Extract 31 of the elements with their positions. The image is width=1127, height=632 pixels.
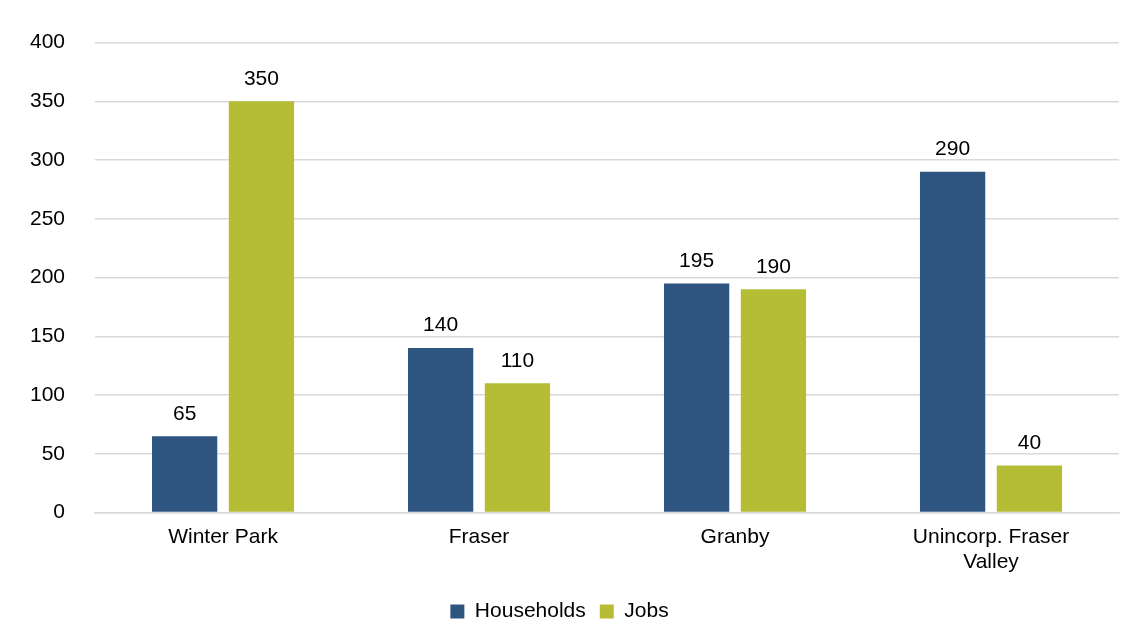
bar (996, 465, 1063, 512)
bar (228, 101, 295, 512)
x-tick-label: Unincorp. Fraser Valley (912, 524, 1070, 573)
bar (663, 283, 730, 512)
y-tick-label: 350 (29, 88, 66, 112)
y-tick-label: 400 (29, 29, 66, 53)
data-label: 290 (935, 136, 971, 160)
y-tick-label: 250 (29, 205, 66, 229)
y-tick-label: 150 (29, 323, 66, 347)
data-label: 140 (423, 312, 459, 336)
y-tick-label: 50 (41, 440, 66, 464)
y-tick-label: 200 (29, 264, 66, 288)
data-label: 110 (500, 347, 535, 371)
legend-label: Households (474, 598, 586, 622)
data-label: 65 (172, 400, 197, 424)
data-label: 350 (243, 65, 279, 89)
y-tick-label: 0 (53, 499, 66, 523)
bar (740, 289, 807, 512)
bar (919, 171, 986, 512)
x-tick-label: Granby (700, 524, 770, 547)
bar (407, 348, 474, 512)
bar (152, 436, 218, 512)
bar (484, 383, 551, 512)
y-tick-label: 100 (29, 381, 66, 405)
y-tick-label: 300 (29, 146, 66, 170)
data-label: 195 (679, 247, 715, 271)
x-tick-label: Fraser (448, 524, 510, 547)
data-label: 40 (1017, 429, 1042, 453)
x-tick-label: Winter Park (168, 524, 279, 547)
legend-label: Jobs (624, 598, 669, 622)
data-label: 190 (755, 253, 791, 277)
